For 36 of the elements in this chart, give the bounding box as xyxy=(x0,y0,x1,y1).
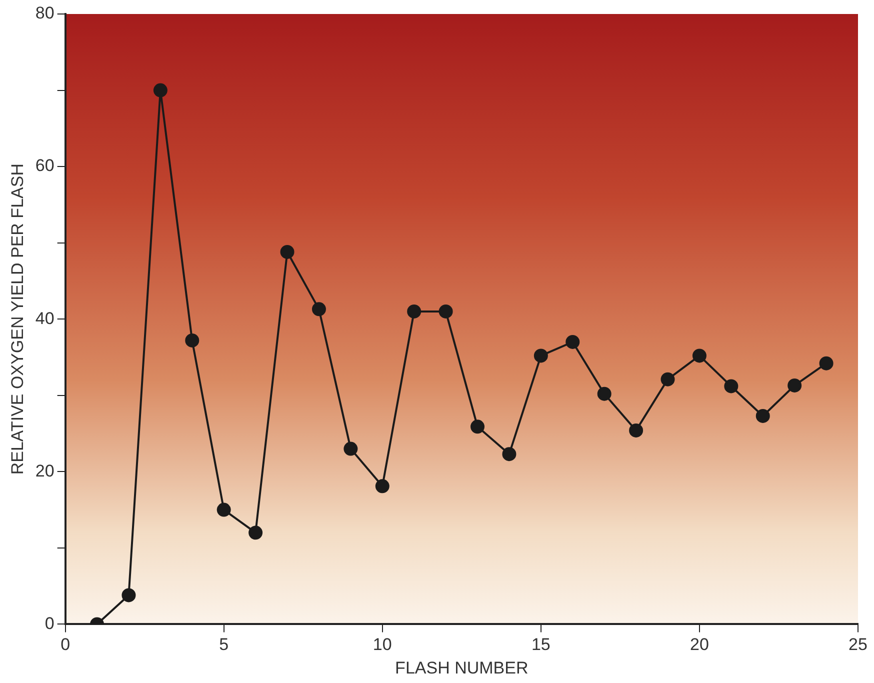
point xyxy=(534,348,548,363)
point xyxy=(692,348,706,363)
point xyxy=(280,244,294,259)
point xyxy=(407,304,422,318)
x-tick-label: 10 xyxy=(372,635,392,654)
x-tick-label: 15 xyxy=(531,635,550,654)
y-tick-label: 0 xyxy=(44,614,54,633)
y-tick-label: 60 xyxy=(35,156,54,176)
point xyxy=(344,442,358,456)
point xyxy=(788,378,802,392)
x-tick-label: 25 xyxy=(848,635,868,654)
point xyxy=(756,408,770,423)
point xyxy=(185,333,200,348)
point xyxy=(819,356,834,370)
point xyxy=(375,479,390,494)
point xyxy=(122,588,136,602)
point xyxy=(153,83,168,98)
point xyxy=(216,502,231,517)
y-tick-label: 20 xyxy=(35,461,54,480)
y-axis-title: RELATIVE OXYGEN YIELD PER FLASH xyxy=(8,164,27,475)
x-tick-label: 20 xyxy=(690,635,709,654)
y-tick-label: 40 xyxy=(35,308,54,328)
point xyxy=(629,423,644,438)
y-tick-label: 80 xyxy=(35,4,54,23)
point xyxy=(660,372,675,386)
point xyxy=(312,302,326,316)
point xyxy=(438,304,453,318)
point xyxy=(248,526,263,540)
point xyxy=(566,334,580,349)
point xyxy=(470,420,485,434)
x-tick-label: 5 xyxy=(219,635,229,654)
point xyxy=(502,447,516,462)
x-axis-title: FLASH NUMBER xyxy=(395,658,528,678)
point xyxy=(724,379,738,394)
point xyxy=(597,386,612,401)
x-tick-label: 0 xyxy=(60,635,70,654)
